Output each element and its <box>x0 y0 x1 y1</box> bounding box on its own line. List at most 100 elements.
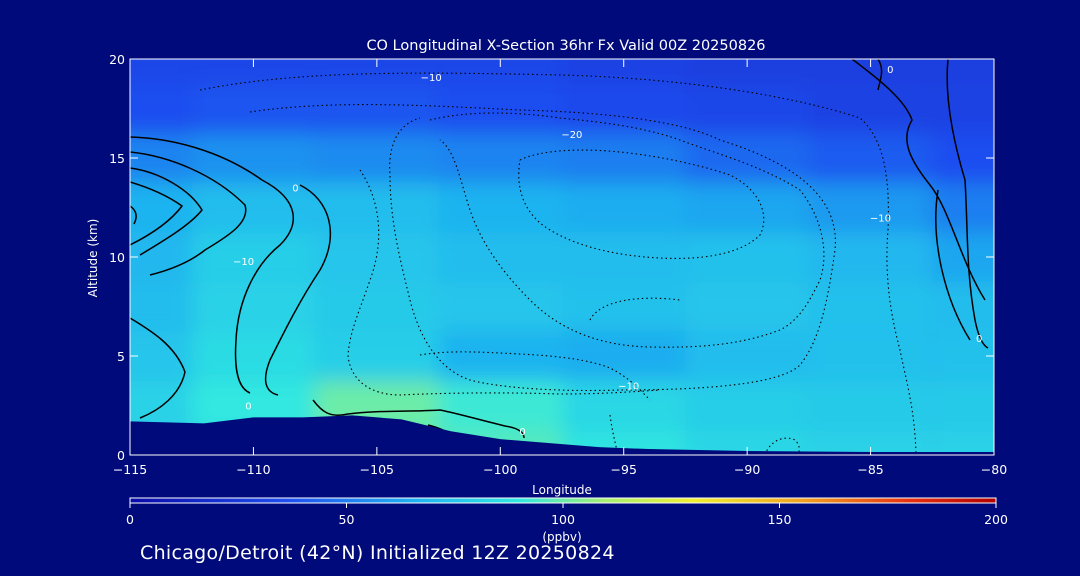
field-cell <box>562 232 686 282</box>
field-cell <box>315 182 439 233</box>
colorbar-ticks: 0 50 100 150 200 <box>126 503 1008 527</box>
contour-label: −10 <box>421 73 442 84</box>
contour-label: 0 <box>887 65 893 76</box>
x-tick-label: −90 <box>734 462 760 477</box>
field-cell <box>685 133 809 183</box>
concentration-field <box>130 59 994 455</box>
field-cell <box>438 331 562 381</box>
field-cell <box>562 380 686 431</box>
field-cell <box>562 133 686 183</box>
contour-dashed <box>518 149 765 259</box>
contour-label: 0 <box>245 401 251 412</box>
field-cell <box>808 331 933 381</box>
x-tick-label: −80 <box>981 462 1007 477</box>
field-cell <box>562 83 686 134</box>
run-info-subtitle: Chicago/Detroit (42°N) Initialized 12Z 2… <box>140 542 615 564</box>
contour-solid <box>877 59 883 91</box>
field-cell <box>685 380 809 431</box>
field-cell <box>191 281 316 332</box>
field-cell <box>932 83 994 134</box>
x-tick-label: −115 <box>113 462 147 477</box>
field-cell <box>438 232 562 282</box>
contour-solid <box>130 167 203 256</box>
x-tick-label: −110 <box>236 462 270 477</box>
y-tick-label: 20 <box>109 52 125 67</box>
contour-label-layer: −10 −20 0 −10 −10 0 0 −10 0 0 <box>233 65 982 438</box>
colorbar-tick-label: 50 <box>339 512 355 527</box>
field-cell <box>685 83 809 134</box>
field-cell <box>438 133 562 183</box>
x-axis-label: Longitude <box>532 483 592 497</box>
y-tick-label: 10 <box>109 250 125 265</box>
contour-label: 0 <box>519 427 525 438</box>
contour-dashed <box>419 351 651 401</box>
colorbar-tick-label: 200 <box>984 512 1008 527</box>
contour-solid <box>130 181 184 246</box>
field-cell <box>130 281 192 332</box>
field-cell <box>685 182 809 233</box>
contour-solid <box>130 205 137 225</box>
contour-dashed <box>764 437 800 455</box>
field-cell <box>685 331 809 381</box>
field-cell <box>438 182 562 233</box>
field-cell <box>315 331 439 381</box>
colorbar-tick-label: 0 <box>126 512 134 527</box>
contour-label: 0 <box>976 334 982 345</box>
plot-area: −10 −20 0 −10 −10 0 0 −10 0 0 <box>130 59 994 455</box>
contour-solid <box>946 59 989 349</box>
field-cell <box>808 133 933 183</box>
field-cell <box>315 133 439 183</box>
contour-solid <box>851 59 986 301</box>
x-tick-label: −95 <box>611 462 637 477</box>
field-cell <box>562 281 686 332</box>
contour-label: −10 <box>233 257 254 268</box>
field-cell <box>315 83 439 134</box>
x-axis: −115 −110 −105 −100 −95 −90 −85 −80 <box>113 59 1007 477</box>
colorbar-label: (ppbv) <box>542 530 581 544</box>
contour-dashed <box>347 169 661 396</box>
field-cell <box>130 232 192 282</box>
field-cell <box>808 232 933 282</box>
field-cell <box>808 182 933 233</box>
contour-solid <box>935 189 971 341</box>
y-axis: 0 5 10 15 20 <box>109 52 994 463</box>
field-cell <box>315 281 439 332</box>
y-axis-label: Altitude (km) <box>86 219 100 298</box>
field-cell <box>685 232 809 282</box>
contour-label: −20 <box>561 130 582 141</box>
y-tick-label: 5 <box>117 349 125 364</box>
contour-label: −10 <box>618 382 639 393</box>
contour-solid <box>130 151 247 276</box>
field-cell <box>808 83 933 134</box>
contour-solid <box>264 184 332 396</box>
contour-label: 0 <box>292 184 298 195</box>
field-cell <box>685 281 809 332</box>
field-cell <box>562 182 686 233</box>
contour-solid <box>130 136 294 394</box>
field-cell <box>130 59 192 84</box>
contour-solid <box>130 317 186 419</box>
field-cell <box>191 232 316 282</box>
field-cell <box>438 380 562 431</box>
field-cell <box>562 331 686 381</box>
field-cell <box>932 380 994 431</box>
field-cell <box>932 59 994 84</box>
contour-dashed <box>199 72 917 455</box>
colorbar-tick-label: 100 <box>551 512 575 527</box>
x-tick-label: −100 <box>483 462 517 477</box>
field-cell <box>438 83 562 134</box>
field-cell <box>932 281 994 332</box>
x-tick-label: −105 <box>360 462 394 477</box>
terrain-mask <box>130 415 994 455</box>
field-cell <box>438 281 562 332</box>
field-cell <box>191 83 316 134</box>
colorbar-tick-label: 150 <box>768 512 792 527</box>
chart-title: CO Longitudinal X-Section 36hr Fx Valid … <box>366 38 765 54</box>
y-tick-label: 15 <box>109 151 125 166</box>
field-cell <box>808 281 933 332</box>
field-cell <box>191 331 316 381</box>
x-tick-label: −85 <box>857 462 883 477</box>
field-cell <box>932 331 994 381</box>
colorbar <box>129 497 997 504</box>
